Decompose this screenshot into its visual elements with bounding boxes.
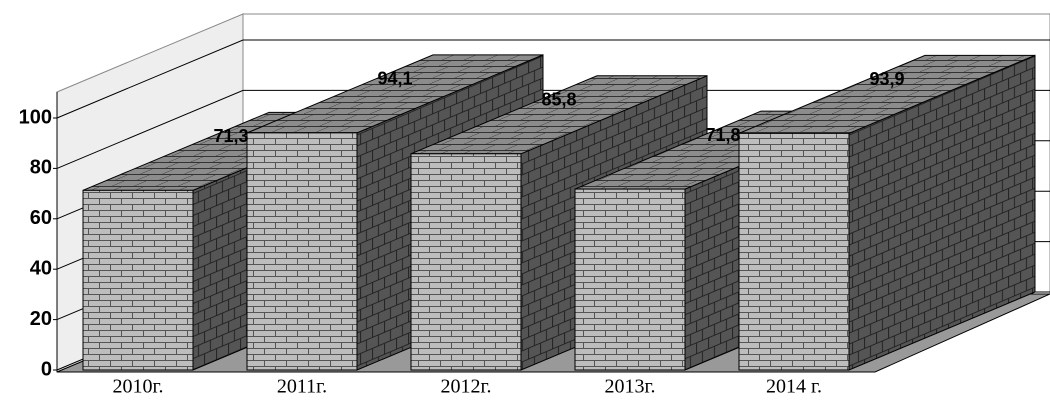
y-tick-label: 100	[19, 106, 52, 128]
bar	[410, 153, 522, 371]
y-tick-label: 0	[41, 358, 52, 380]
y-tick-label: 40	[30, 257, 52, 279]
y-tick-label: 20	[30, 308, 52, 330]
value-label: 94,1	[377, 69, 412, 89]
x-tick-label: 2014 г.	[766, 376, 822, 398]
y-tick-label: 60	[30, 207, 52, 229]
bar	[82, 189, 194, 371]
bar	[738, 132, 850, 371]
value-label: 71,3	[213, 126, 248, 146]
x-tick-label: 2010г.	[113, 376, 164, 398]
value-label: 71,8	[705, 125, 740, 145]
bar	[246, 132, 358, 371]
value-label: 85,8	[541, 90, 576, 110]
grid-line	[56, 89, 1050, 169]
x-tick-label: 2011г.	[277, 376, 327, 398]
y-tick-label: 80	[30, 157, 52, 179]
x-tick-label: 2013г.	[605, 376, 656, 398]
value-label: 93,9	[869, 69, 904, 89]
x-tick-label: 2012г.	[441, 376, 492, 398]
bar	[574, 188, 686, 371]
grid-line	[56, 39, 1050, 119]
